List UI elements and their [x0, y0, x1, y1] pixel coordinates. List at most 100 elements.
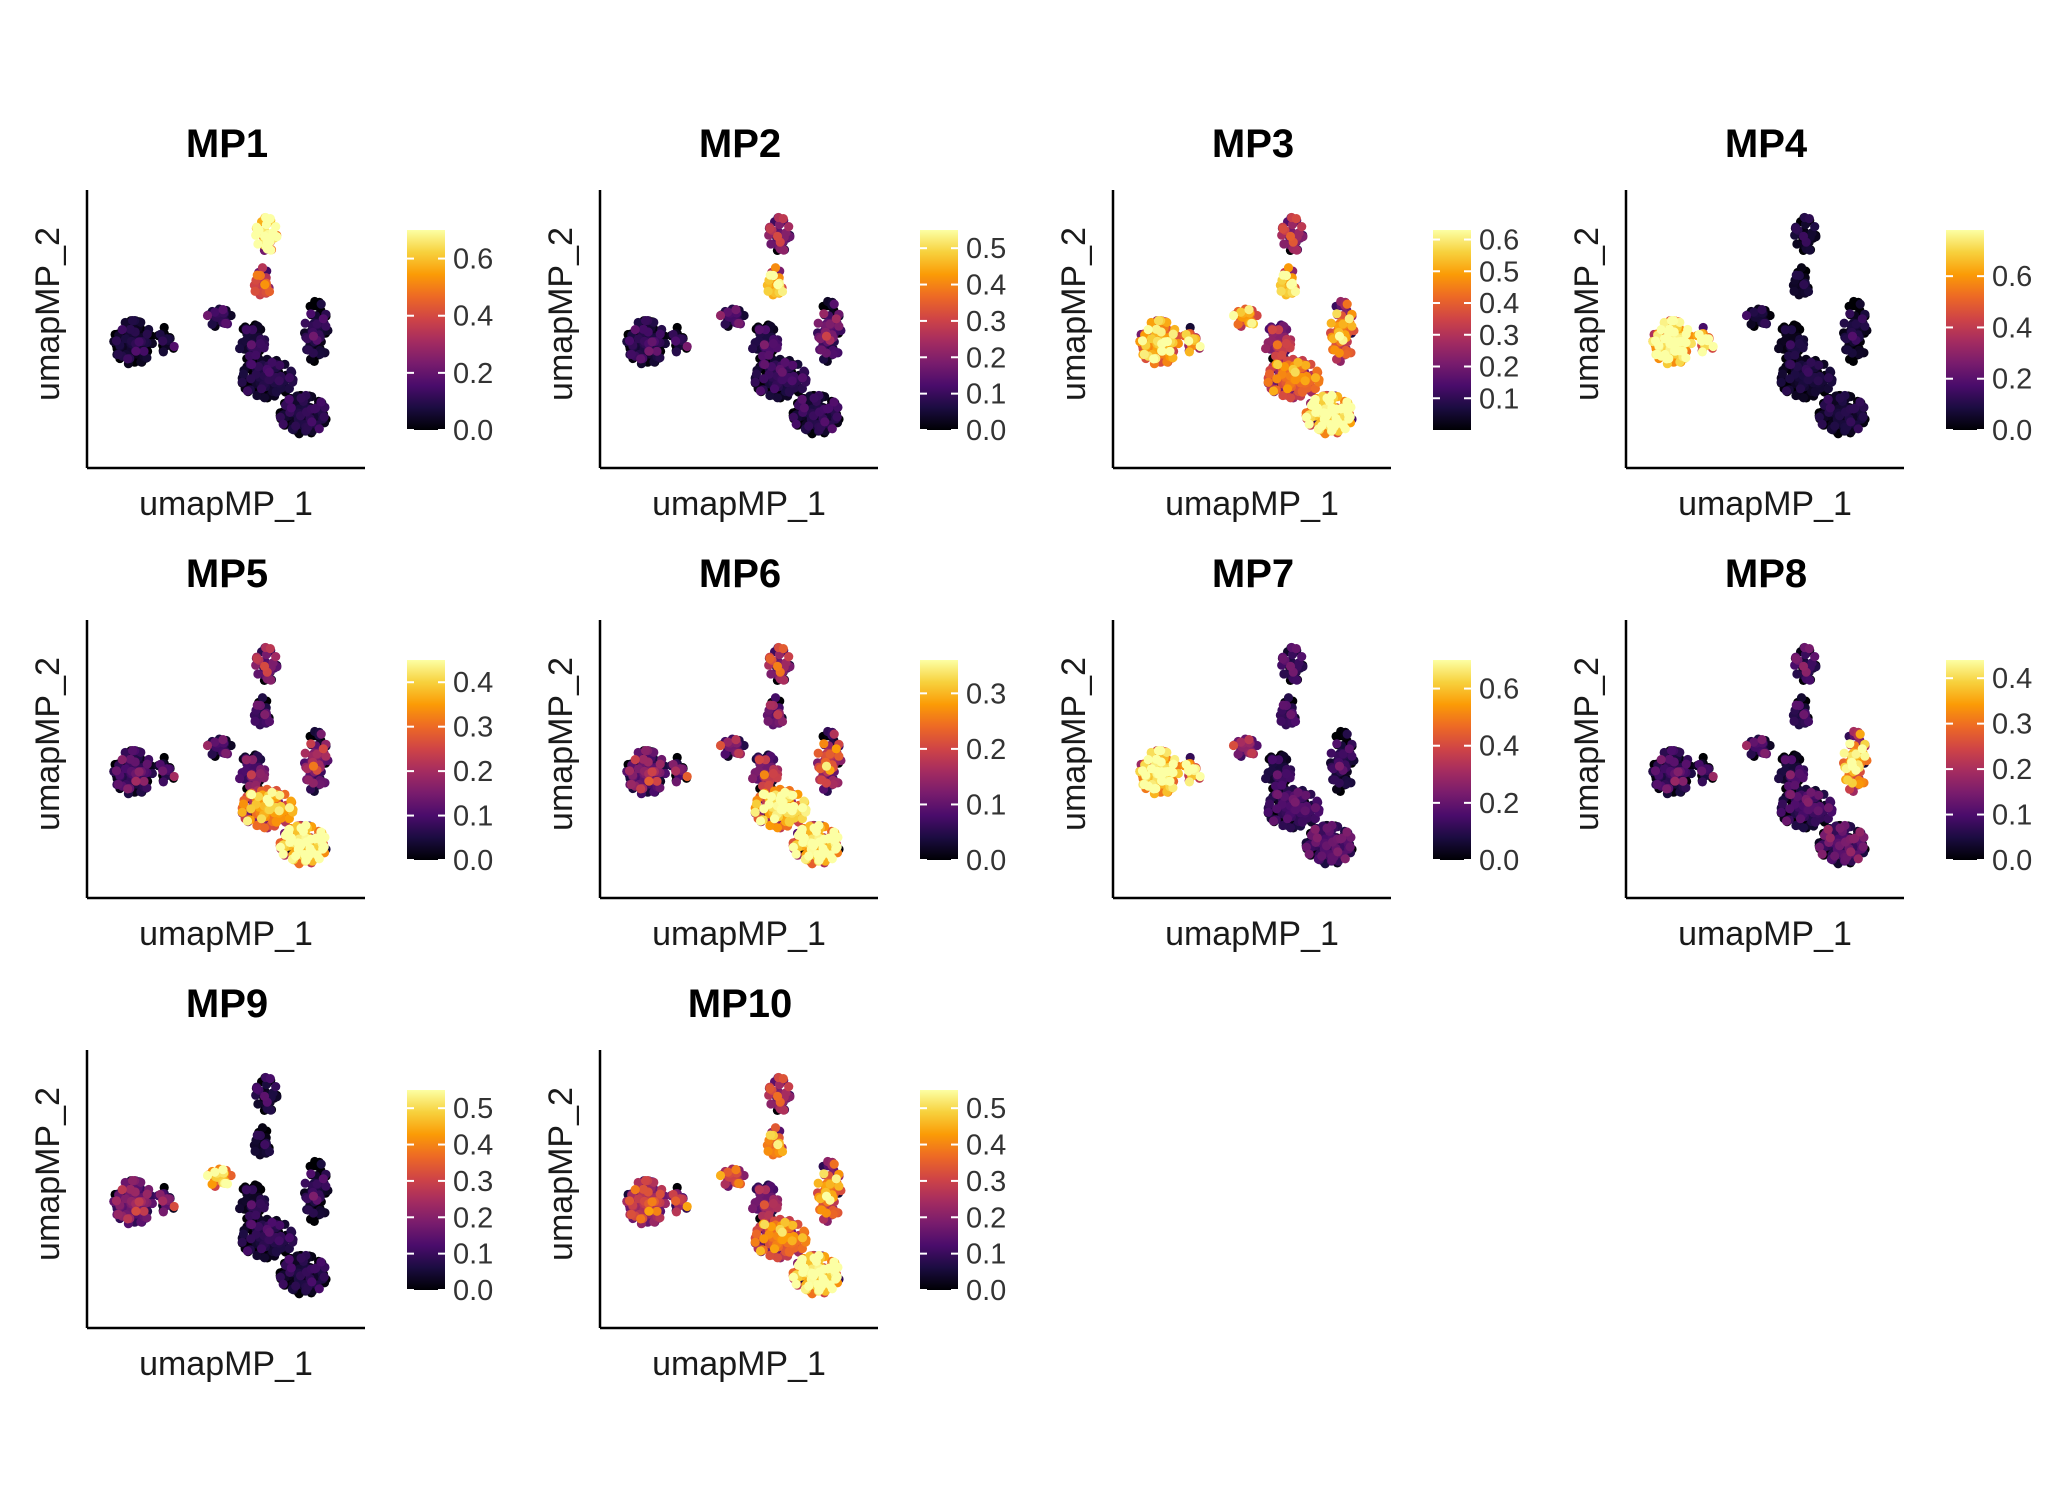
colorbar-tick-label: 0.0: [966, 415, 1006, 447]
point: [131, 776, 141, 786]
colorbar-tick-label: 0.6: [1479, 225, 1519, 257]
point: [655, 329, 665, 339]
colorbar-tick-label: 0.1: [453, 801, 493, 833]
point: [755, 816, 766, 826]
point: [652, 346, 662, 356]
point: [1151, 324, 1161, 334]
point: [1261, 773, 1271, 784]
colorbar-mp5: [407, 660, 445, 860]
point: [1799, 280, 1809, 290]
point: [1195, 341, 1205, 352]
point: [1278, 224, 1288, 234]
point: [1830, 421, 1840, 431]
point: [296, 823, 306, 833]
colorbar-tick-label: 0.4: [1479, 288, 1519, 320]
panel-title-mp4: MP4: [1725, 122, 1808, 166]
point: [307, 417, 317, 427]
point: [1791, 224, 1801, 234]
point: [296, 393, 306, 403]
colorbar-tick-label: 0.2: [1992, 364, 2032, 396]
point: [1333, 417, 1343, 427]
point: [1794, 339, 1804, 349]
point: [636, 784, 646, 794]
point: [715, 740, 726, 751]
point: [1228, 310, 1239, 321]
point: [1279, 239, 1289, 249]
colorbar-tick-label: 0.1: [966, 789, 1006, 821]
point: [123, 784, 133, 794]
point: [1247, 318, 1257, 328]
point: [804, 421, 814, 431]
point: [1776, 377, 1786, 387]
point: [1286, 280, 1296, 290]
point: [797, 373, 808, 383]
point: [748, 343, 758, 354]
point: [765, 700, 775, 710]
y-axis-label-mp1: umapMP_2: [29, 227, 67, 401]
point: [791, 849, 801, 859]
point: [246, 374, 256, 384]
point: [316, 397, 326, 407]
point: [1781, 386, 1792, 396]
point: [647, 337, 657, 347]
point: [1342, 729, 1352, 739]
colorbar-tick-label: 0.3: [1479, 320, 1519, 352]
points-mp3: [1135, 212, 1359, 439]
point: [734, 748, 744, 758]
point: [827, 424, 837, 434]
point: [1263, 377, 1273, 387]
point: [777, 797, 787, 807]
point: [652, 776, 662, 786]
point: [655, 759, 665, 769]
point: [266, 675, 276, 685]
point: [820, 417, 830, 427]
point: [640, 746, 651, 756]
y-axis-label-mp4: umapMP_2: [1568, 227, 1606, 401]
x-axis-label-mp6: umapMP_1: [652, 915, 826, 953]
point: [316, 299, 326, 309]
point: [1741, 310, 1752, 321]
point: [784, 222, 794, 232]
point: [314, 424, 324, 434]
point: [1650, 336, 1661, 346]
point: [1345, 412, 1355, 422]
point: [1334, 331, 1345, 341]
point: [264, 286, 275, 297]
point: [218, 305, 228, 315]
point: [769, 384, 780, 394]
point: [218, 735, 228, 745]
colorbar-mp1: [407, 230, 445, 430]
colorbar-tick-label: 0.0: [1992, 415, 2032, 447]
point: [311, 403, 321, 413]
point: [765, 270, 775, 280]
point: [647, 767, 657, 777]
point: [252, 390, 262, 401]
points-mp7: [1135, 642, 1359, 869]
y-axis-label-mp6: umapMP_2: [542, 657, 580, 831]
point: [1805, 245, 1815, 255]
points-mp5: [109, 642, 333, 869]
point: [787, 376, 797, 386]
point: [804, 851, 814, 861]
x-axis-label-mp2: umapMP_1: [652, 485, 826, 523]
point: [779, 245, 789, 255]
point: [827, 854, 837, 864]
point: [819, 309, 829, 319]
point: [671, 777, 682, 787]
point: [1277, 350, 1287, 360]
panel-title-mp6: MP6: [699, 552, 781, 596]
point: [1291, 214, 1301, 224]
point: [274, 376, 284, 386]
point: [1168, 329, 1178, 339]
point: [1330, 775, 1340, 785]
point: [158, 766, 168, 776]
point: [682, 771, 692, 782]
point: [1279, 669, 1289, 679]
point: [1791, 270, 1801, 280]
point: [772, 393, 783, 403]
point: [1790, 350, 1800, 360]
point: [1795, 384, 1806, 394]
point: [1678, 346, 1688, 356]
point: [312, 319, 322, 329]
